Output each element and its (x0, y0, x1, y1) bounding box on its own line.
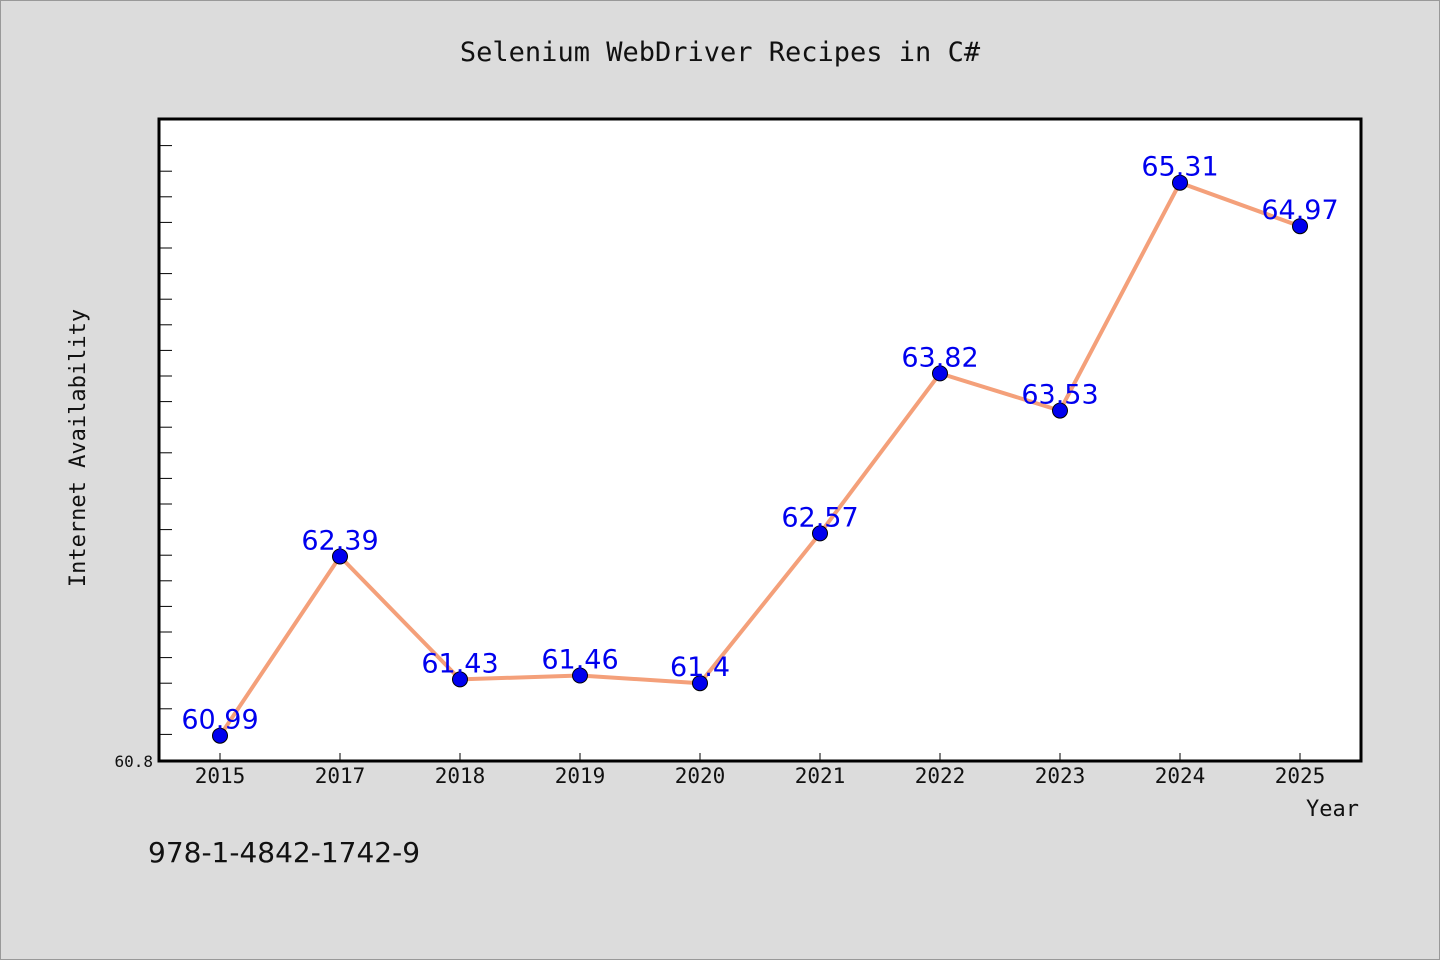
data-point (932, 365, 948, 382)
y-axis-ticks (160, 145, 172, 735)
x-axis-ticks (219, 753, 1301, 760)
x-axis-tick-label: 2020 (675, 764, 726, 788)
data-label: 65.31 (1141, 152, 1218, 183)
plot-area (157, 117, 1363, 763)
data-label: 61.43 (421, 648, 498, 679)
data-label: 64.97 (1261, 195, 1338, 226)
data-point (332, 548, 348, 565)
data-point (1292, 218, 1308, 235)
x-axis-tick-label: 2023 (1035, 764, 1086, 788)
x-axis-tick-labels: 2015 2017 2018 2019 2020 2021 2022 2023 2024 2025 (195, 764, 1326, 788)
series-line-group (218, 180, 1302, 738)
y-axis-label: Internet Availability (66, 309, 91, 587)
data-label: 60.99 (181, 705, 258, 736)
x-axis-tick-label: 2022 (915, 764, 966, 788)
data-point (212, 727, 228, 744)
x-axis-tick-label: 2024 (1155, 764, 1206, 788)
x-axis-tick-label: 2018 (435, 764, 486, 788)
x-axis-tick-label: 2017 (315, 764, 366, 788)
y-axis-min-label: 60.8 (114, 752, 153, 771)
data-point (1052, 402, 1068, 419)
data-label: 61.46 (541, 645, 618, 676)
series-data-labels: 60.99 62.39 61.43 61.46 61.4 62.57 63.82 63.53 6… (181, 152, 1338, 736)
x-axis-tick-label: 2025 (1275, 764, 1326, 788)
series-points (212, 174, 1308, 744)
data-label: 63.82 (901, 342, 978, 373)
x-axis-tick-label: 2019 (555, 764, 606, 788)
isbn-footer: 978-1-4842-1742-9 (148, 836, 420, 869)
chart-title: Selenium WebDriver Recipes in C# (460, 37, 981, 68)
data-label: 61.4 (670, 652, 730, 683)
data-point (812, 525, 828, 542)
x-axis-label: Year (1306, 797, 1359, 822)
x-axis-tick-label: 2015 (195, 764, 246, 788)
x-axis-tick-label: 2021 (795, 764, 846, 788)
data-label: 62.39 (301, 526, 378, 557)
series-line (218, 180, 1302, 738)
data-point (692, 675, 708, 692)
data-label: 63.53 (1021, 380, 1098, 411)
data-label: 62.57 (781, 502, 858, 533)
data-point (572, 667, 588, 684)
data-point (452, 671, 468, 688)
data-point (1172, 174, 1188, 191)
